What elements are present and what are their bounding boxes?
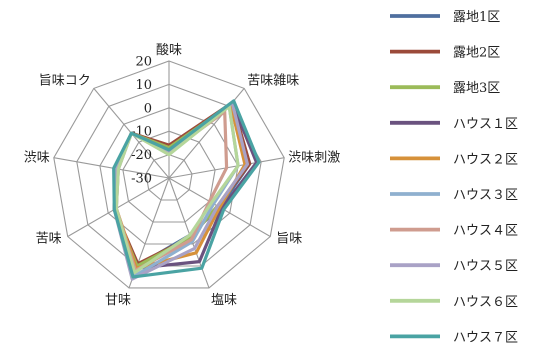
- series-line: [112, 99, 261, 279]
- legend-label: ハウス３区: [453, 188, 518, 203]
- legend-label: ハウス４区: [453, 224, 518, 239]
- axis-label: 苦味雑味: [247, 72, 299, 88]
- axis-label: 旨味: [276, 232, 302, 247]
- legend-label: ハウス５区: [453, 259, 518, 274]
- tick-label: -20: [131, 148, 152, 163]
- axis-label: 酸味: [156, 43, 182, 58]
- grid-ring: [122, 130, 216, 223]
- axis-label: 苦味: [36, 231, 62, 247]
- legend-label: ハウス６区: [453, 295, 518, 310]
- grid-spoke: [53, 157, 170, 179]
- legend-label: ハウス７区: [453, 330, 518, 345]
- grid-ring: [145, 154, 193, 201]
- axis-label: 渋味: [24, 151, 50, 166]
- axis-label: 旨味コク: [39, 73, 91, 88]
- axis-label: 渋味刺激: [288, 151, 340, 166]
- tick-label: 10: [135, 78, 152, 93]
- grid-spoke: [67, 177, 170, 237]
- tick-label: -30: [131, 172, 152, 187]
- legend-label: 露地3区: [453, 81, 500, 96]
- tick-label: 20: [135, 55, 152, 70]
- series-lines: [112, 99, 261, 281]
- grid-ring: [53, 60, 285, 289]
- legend-label: ハウス１区: [453, 117, 518, 132]
- axis-label: 塩味: [211, 293, 237, 308]
- tick-label: 0: [144, 101, 152, 116]
- axis-label: 甘味: [105, 293, 131, 308]
- legend-label: 露地1区: [453, 10, 500, 25]
- series-line: [114, 104, 240, 275]
- legend-label: 露地2区: [453, 46, 500, 61]
- legend: 露地1区露地2区露地3区ハウス１区ハウス２区ハウス３区ハウス４区ハウス５区ハウス…: [390, 10, 518, 345]
- legend-label: ハウス２区: [453, 152, 518, 167]
